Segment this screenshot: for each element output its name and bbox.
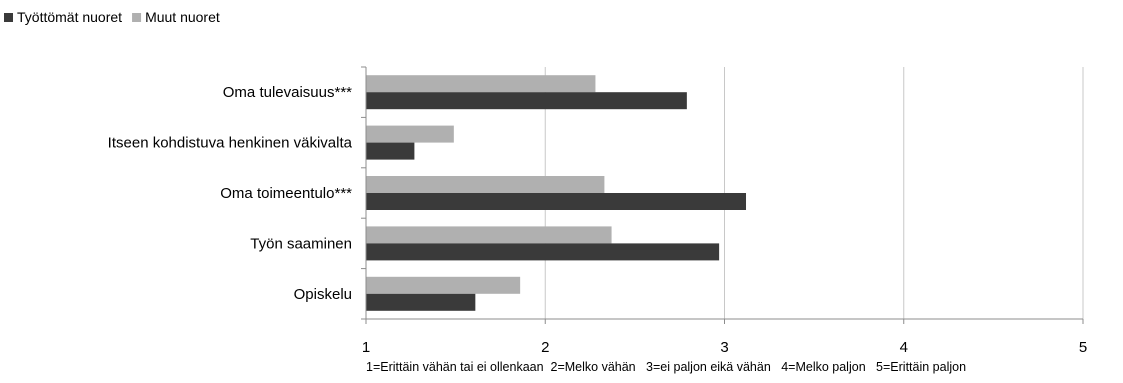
bar-muut-nuoret-5 xyxy=(366,276,521,294)
x-tick-label-4: 4 xyxy=(900,339,908,356)
bar-muut-nuoret-1 xyxy=(366,75,596,93)
bar-muut-nuoret-2 xyxy=(366,125,454,143)
x-tick-label-3: 3 xyxy=(720,339,728,356)
bars xyxy=(366,75,747,311)
legend-label-tyottomat-nuoret: Työttömät nuoret xyxy=(17,9,122,25)
bar-muut-nuoret-3 xyxy=(366,176,605,193)
category-label-2: Itseen kohdistuva henkinen väkivalta xyxy=(108,135,353,152)
bar-tyottomat-nuoret-1 xyxy=(366,92,687,110)
category-label-5: Opiskelu xyxy=(294,286,352,303)
bar-tyottomat-nuoret-4 xyxy=(366,243,720,261)
x-tick-label-2: 2 xyxy=(541,339,549,356)
x-tick-label-1: 1 xyxy=(362,339,370,356)
category-label-4: Työn saaminen xyxy=(250,235,352,252)
legend-swatch-tyottomat-nuoret xyxy=(4,13,13,22)
bar-tyottomat-nuoret-2 xyxy=(366,142,415,160)
x-tick-label-5: 5 xyxy=(1079,339,1087,356)
category-label-1: Oma tulevaisuus*** xyxy=(223,84,352,101)
labels: Oma tulevaisuus*** Itseen kohdistuva henk… xyxy=(108,84,1088,374)
axes xyxy=(361,66,1084,324)
legend-label-muut-nuoret: Muut nuoret xyxy=(145,9,220,25)
bar-tyottomat-nuoret-3 xyxy=(366,193,747,210)
x-axis-label: 1=Erittäin vähän tai ei ollenkaan 2=Melk… xyxy=(366,360,966,374)
legend-swatch-muut-nuoret xyxy=(132,13,142,22)
bar-tyottomat-nuoret-5 xyxy=(366,293,476,311)
category-label-3: Oma toimeentulo*** xyxy=(220,185,352,202)
bar-muut-nuoret-4 xyxy=(366,226,612,244)
legend: Työttömät nuoret Muut nuoret xyxy=(4,9,220,25)
